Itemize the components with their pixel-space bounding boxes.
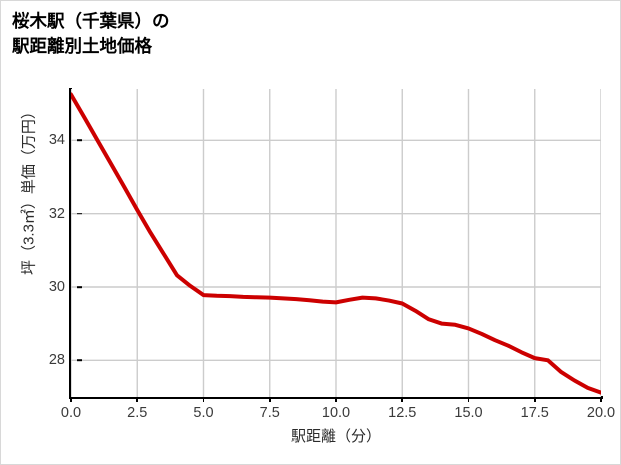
x-tick-label: 2.5	[127, 405, 148, 421]
x-axis-ticks: 0.0 2.5 5.0 7.5 10.0 12.5 15.0 17.5 20.0	[61, 397, 615, 427]
x-tick-label: 0.0	[60, 405, 82, 421]
x-tick-label: 20.0	[586, 405, 616, 421]
x-tick-label: 7.5	[259, 405, 280, 421]
y-axis-label: 坪（3.3㎡）単価（万円）	[20, 104, 38, 275]
y-tick-label: 32	[48, 205, 65, 222]
x-tick-label: 10.0	[321, 405, 351, 421]
y-tick-label: 34	[48, 132, 65, 149]
data-line-series	[71, 92, 601, 395]
chart-title: 桜木駅（千葉県）の 駅距離別土地価格	[12, 11, 170, 57]
x-axis-label: 駅距離（分）	[290, 428, 381, 445]
y-tick-label: 28	[48, 352, 65, 369]
y-tick-mark	[77, 359, 82, 362]
y-tick-label: 30	[48, 279, 65, 295]
grid-lines	[71, 89, 601, 397]
x-tick-label: 5.0	[193, 405, 214, 421]
x-tick-mark	[70, 397, 72, 402]
x-tick-label: 15.0	[454, 405, 483, 421]
x-tick-mark	[335, 397, 337, 402]
x-tick-mark	[467, 397, 470, 402]
x-tick-mark	[136, 397, 139, 402]
x-tick-mark	[268, 397, 271, 402]
y-axis-spine	[69, 88, 72, 399]
x-tick-mark	[202, 397, 205, 402]
y-axis-ticks: 28 30 32 34	[13, 89, 82, 397]
plot-area	[71, 89, 601, 397]
y-tick-mark	[77, 139, 82, 142]
x-tick-label: 17.5	[520, 405, 549, 421]
x-tick-mark	[401, 397, 404, 402]
price-line	[71, 92, 601, 395]
y-tick-mark	[77, 212, 82, 215]
x-tick-label: 12.5	[388, 405, 417, 421]
y-tick-mark	[77, 286, 82, 288]
x-tick-mark	[533, 397, 536, 402]
x-tick-mark	[600, 397, 602, 402]
